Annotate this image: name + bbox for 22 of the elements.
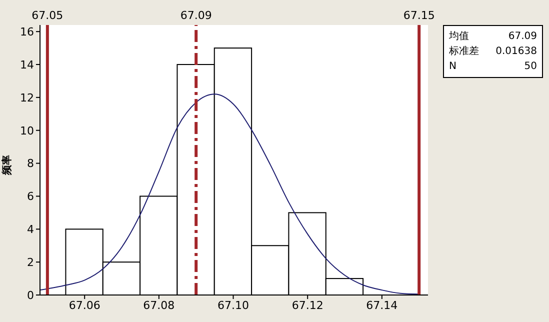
y-tick-label: 12: [20, 91, 34, 104]
y-tick-label: 16: [20, 25, 34, 38]
y-axis-title: 频率: [2, 155, 14, 175]
x-tick-label: 67.10: [218, 298, 250, 312]
y-tick-label: 10: [20, 124, 34, 138]
text: N 50: [449, 61, 537, 72]
y-tick-label: 4: [27, 223, 34, 236]
line-series: [40, 94, 420, 295]
ref-line-label: 67.09: [180, 9, 212, 22]
x-tick-label: 67.12: [292, 298, 324, 312]
ref-line-label: 67.05: [32, 9, 64, 22]
y-tick-label: 6: [27, 190, 34, 204]
text: 均值 67.09: [449, 31, 537, 42]
y-tick-label: 0: [27, 288, 34, 302]
y-tick-label: 14: [20, 58, 34, 72]
text: 标准差 0.01638: [449, 46, 537, 57]
x-tick-label: 67.08: [143, 298, 175, 312]
x-tick-label: 67.06: [68, 298, 100, 312]
ref-line-label: 67.15: [403, 9, 435, 22]
x-tick-label: 67.14: [366, 298, 398, 312]
y-tick-label: 8: [27, 157, 34, 170]
y-tick-label: 2: [27, 256, 34, 269]
